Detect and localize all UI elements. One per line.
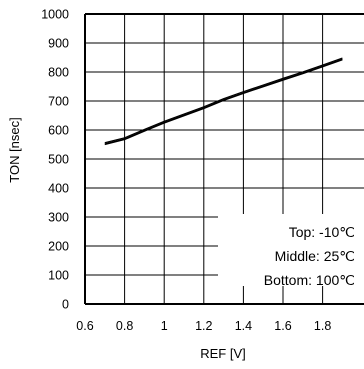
legend-background [218, 214, 364, 286]
tick-labels: 0.6 0.8 1 1.2 1.4 1.6 1.8 0 100 200 300 400 500 600 70… [41, 8, 331, 334]
x-tick-label: 1 [161, 319, 168, 333]
series-line-3 [104, 59, 343, 146]
legend-top-label: Top: -10℃ [289, 224, 355, 240]
y-tick-label: 800 [48, 66, 69, 80]
x-tick-label: 1.2 [195, 319, 212, 333]
legend-box: Top: -10℃ Middle: 25℃ Bottom: 100℃ [218, 214, 364, 288]
x-tick-label: 1.8 [314, 319, 331, 333]
y-tick-label: 600 [48, 124, 69, 138]
legend-middle-label: Middle: 25℃ [275, 248, 355, 264]
y-tick-label: 300 [48, 211, 69, 225]
x-tick-label: 0.6 [76, 319, 93, 333]
legend-bottom-label: Bottom: 100℃ [264, 272, 355, 288]
y-tick-label: 700 [48, 95, 69, 109]
x-tick-label: 1.4 [235, 319, 252, 333]
y-tick-label: 900 [48, 37, 69, 51]
y-tick-label: 0 [62, 298, 69, 312]
series-lines [104, 57, 343, 146]
y-tick-label: 100 [48, 269, 69, 283]
grid-lines [85, 14, 364, 304]
y-axis-title: TON [nsec] [7, 117, 22, 183]
y-tick-label: 500 [48, 153, 69, 167]
x-axis-title: REF [V] [200, 346, 246, 361]
y-tick-label: 1000 [41, 8, 69, 22]
y-tick-label: 200 [48, 240, 69, 254]
x-tick-label: 0.8 [116, 319, 133, 333]
x-tick-label: 1.6 [274, 319, 291, 333]
y-tick-label: 400 [48, 182, 69, 196]
plot-frame [84, 13, 364, 305]
series-line-1 [104, 57, 343, 144]
